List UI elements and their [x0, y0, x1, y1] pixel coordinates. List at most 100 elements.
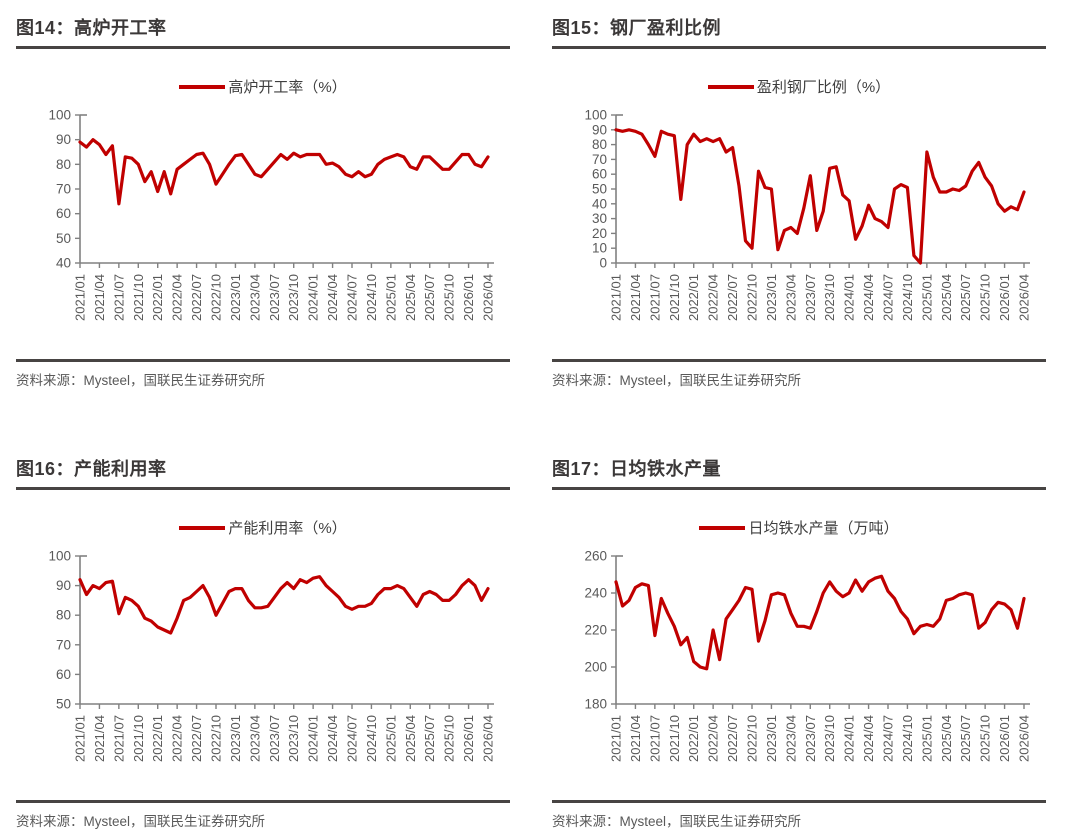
svg-text:2021/04: 2021/04: [92, 715, 107, 762]
svg-text:40: 40: [592, 196, 607, 211]
svg-text:2024/04: 2024/04: [325, 274, 340, 321]
legend-label: 日均铁水产量（万吨）: [748, 520, 899, 537]
svg-text:2026/04: 2026/04: [1017, 715, 1032, 762]
svg-text:2022/07: 2022/07: [189, 715, 204, 762]
legend: 产能利用率（%）: [16, 517, 510, 538]
svg-text:2021/07: 2021/07: [111, 715, 126, 762]
svg-text:2025/01: 2025/01: [919, 274, 934, 321]
svg-text:90: 90: [56, 578, 71, 593]
svg-text:2024/01: 2024/01: [842, 715, 857, 762]
legend-label: 产能利用率（%）: [228, 520, 347, 537]
source-note: 资料来源：Mysteel，国联民生证券研究所: [16, 359, 510, 389]
svg-text:2021/07: 2021/07: [647, 715, 662, 762]
svg-text:2024/07: 2024/07: [881, 715, 896, 762]
svg-text:260: 260: [584, 549, 607, 564]
legend-line-icon: [699, 525, 746, 530]
svg-text:2025/04: 2025/04: [939, 715, 954, 762]
svg-text:2022/01: 2022/01: [686, 274, 701, 321]
legend: 盈利钢厂比例（%）: [552, 76, 1046, 97]
line-chart: 40 50 60 70 80 90 100 2021/01 2021/04 2021/07 2021…: [16, 103, 510, 357]
svg-text:2021/01: 2021/01: [609, 274, 624, 321]
svg-text:2024/10: 2024/10: [900, 274, 915, 321]
figure-title: 图16：产能利用率: [16, 455, 510, 490]
svg-text:2026/04: 2026/04: [481, 715, 496, 762]
svg-text:180: 180: [584, 697, 607, 712]
figure-title: 图17：日均铁水产量: [552, 455, 1046, 490]
svg-text:2022/01: 2022/01: [150, 274, 165, 321]
line-chart: 50 60 70 80 90 100 2021/01 2021/04 2021/07 2021/1…: [16, 544, 510, 798]
legend-label: 高炉开工率（%）: [228, 79, 347, 96]
svg-text:60: 60: [56, 667, 71, 682]
figure-14: 图14：高炉开工率 高炉开工率（%） 40 50 60 70 80 90 100 2021/0…: [16, 14, 510, 389]
svg-text:2023/10: 2023/10: [822, 715, 837, 762]
svg-text:2026/04: 2026/04: [1017, 274, 1032, 321]
figure-15: 图15：钢厂盈利比例 盈利钢厂比例（%） 0 10 20 30 40 50 60 70 80 90…: [552, 14, 1046, 389]
svg-text:2021/07: 2021/07: [647, 274, 662, 321]
svg-text:2024/07: 2024/07: [345, 715, 360, 762]
svg-text:2021/04: 2021/04: [92, 274, 107, 321]
source-note: 资料来源：Mysteel，国联民生证券研究所: [16, 800, 510, 830]
line-chart: 180 200 220 240 260 2021/01 2021/04 2021/07 2021…: [552, 544, 1046, 798]
svg-text:2025/10: 2025/10: [442, 715, 457, 762]
svg-text:2024/01: 2024/01: [306, 274, 321, 321]
svg-text:50: 50: [56, 231, 71, 246]
svg-text:2026/01: 2026/01: [461, 715, 476, 762]
svg-text:2023/01: 2023/01: [764, 274, 779, 321]
svg-text:2022/04: 2022/04: [170, 274, 185, 321]
svg-text:2024/04: 2024/04: [325, 715, 340, 762]
svg-text:30: 30: [592, 211, 607, 226]
svg-text:2026/04: 2026/04: [481, 274, 496, 321]
svg-text:2025/07: 2025/07: [958, 715, 973, 762]
svg-text:2024/10: 2024/10: [364, 715, 379, 762]
svg-text:60: 60: [592, 167, 607, 182]
svg-text:2022/07: 2022/07: [189, 274, 204, 321]
svg-text:100: 100: [48, 549, 71, 564]
svg-text:2026/01: 2026/01: [997, 715, 1012, 762]
svg-text:2021/10: 2021/10: [131, 715, 146, 762]
svg-text:2025/04: 2025/04: [403, 715, 418, 762]
svg-text:2025/10: 2025/10: [978, 715, 993, 762]
legend-line-icon: [179, 84, 226, 89]
svg-text:100: 100: [48, 108, 71, 123]
svg-text:2023/01: 2023/01: [764, 715, 779, 762]
svg-text:2021/10: 2021/10: [667, 274, 682, 321]
svg-text:2023/04: 2023/04: [247, 715, 262, 762]
svg-text:0: 0: [599, 256, 607, 271]
svg-text:2023/04: 2023/04: [783, 715, 798, 762]
legend-line-icon: [707, 84, 754, 89]
legend: 高炉开工率（%）: [16, 76, 510, 97]
svg-text:2025/01: 2025/01: [383, 715, 398, 762]
svg-text:2025/07: 2025/07: [422, 274, 437, 321]
svg-text:2023/07: 2023/07: [803, 715, 818, 762]
svg-text:20: 20: [592, 226, 607, 241]
svg-text:2022/01: 2022/01: [686, 715, 701, 762]
svg-text:2023/07: 2023/07: [267, 274, 282, 321]
svg-text:2023/10: 2023/10: [822, 274, 837, 321]
svg-text:2021/01: 2021/01: [73, 274, 88, 321]
svg-text:220: 220: [584, 623, 607, 638]
svg-text:2026/01: 2026/01: [997, 274, 1012, 321]
svg-text:2024/01: 2024/01: [842, 274, 857, 321]
svg-text:50: 50: [592, 182, 607, 197]
svg-text:10: 10: [592, 241, 607, 256]
source-note: 资料来源：Mysteel，国联民生证券研究所: [552, 359, 1046, 389]
source-note: 资料来源：Mysteel，国联民生证券研究所: [552, 800, 1046, 830]
svg-text:2025/04: 2025/04: [939, 274, 954, 321]
svg-text:2022/10: 2022/10: [209, 274, 224, 321]
svg-text:2023/10: 2023/10: [286, 274, 301, 321]
svg-text:2024/10: 2024/10: [364, 274, 379, 321]
figure-17: 图17：日均铁水产量 日均铁水产量（万吨） 180 200 220 240 260 202…: [552, 455, 1046, 830]
legend-label: 盈利钢厂比例（%）: [756, 79, 891, 96]
figure-16: 图16：产能利用率 产能利用率（%） 50 60 70 80 90 100 2021/01 2…: [16, 455, 510, 830]
legend-line-icon: [179, 525, 226, 530]
svg-text:2023/10: 2023/10: [286, 715, 301, 762]
svg-text:70: 70: [56, 637, 71, 652]
svg-text:2024/04: 2024/04: [861, 715, 876, 762]
svg-text:2023/04: 2023/04: [247, 274, 262, 321]
svg-text:200: 200: [584, 660, 607, 675]
svg-text:2025/01: 2025/01: [919, 715, 934, 762]
svg-text:60: 60: [56, 206, 71, 221]
svg-text:2025/04: 2025/04: [403, 274, 418, 321]
svg-text:2025/10: 2025/10: [442, 274, 457, 321]
